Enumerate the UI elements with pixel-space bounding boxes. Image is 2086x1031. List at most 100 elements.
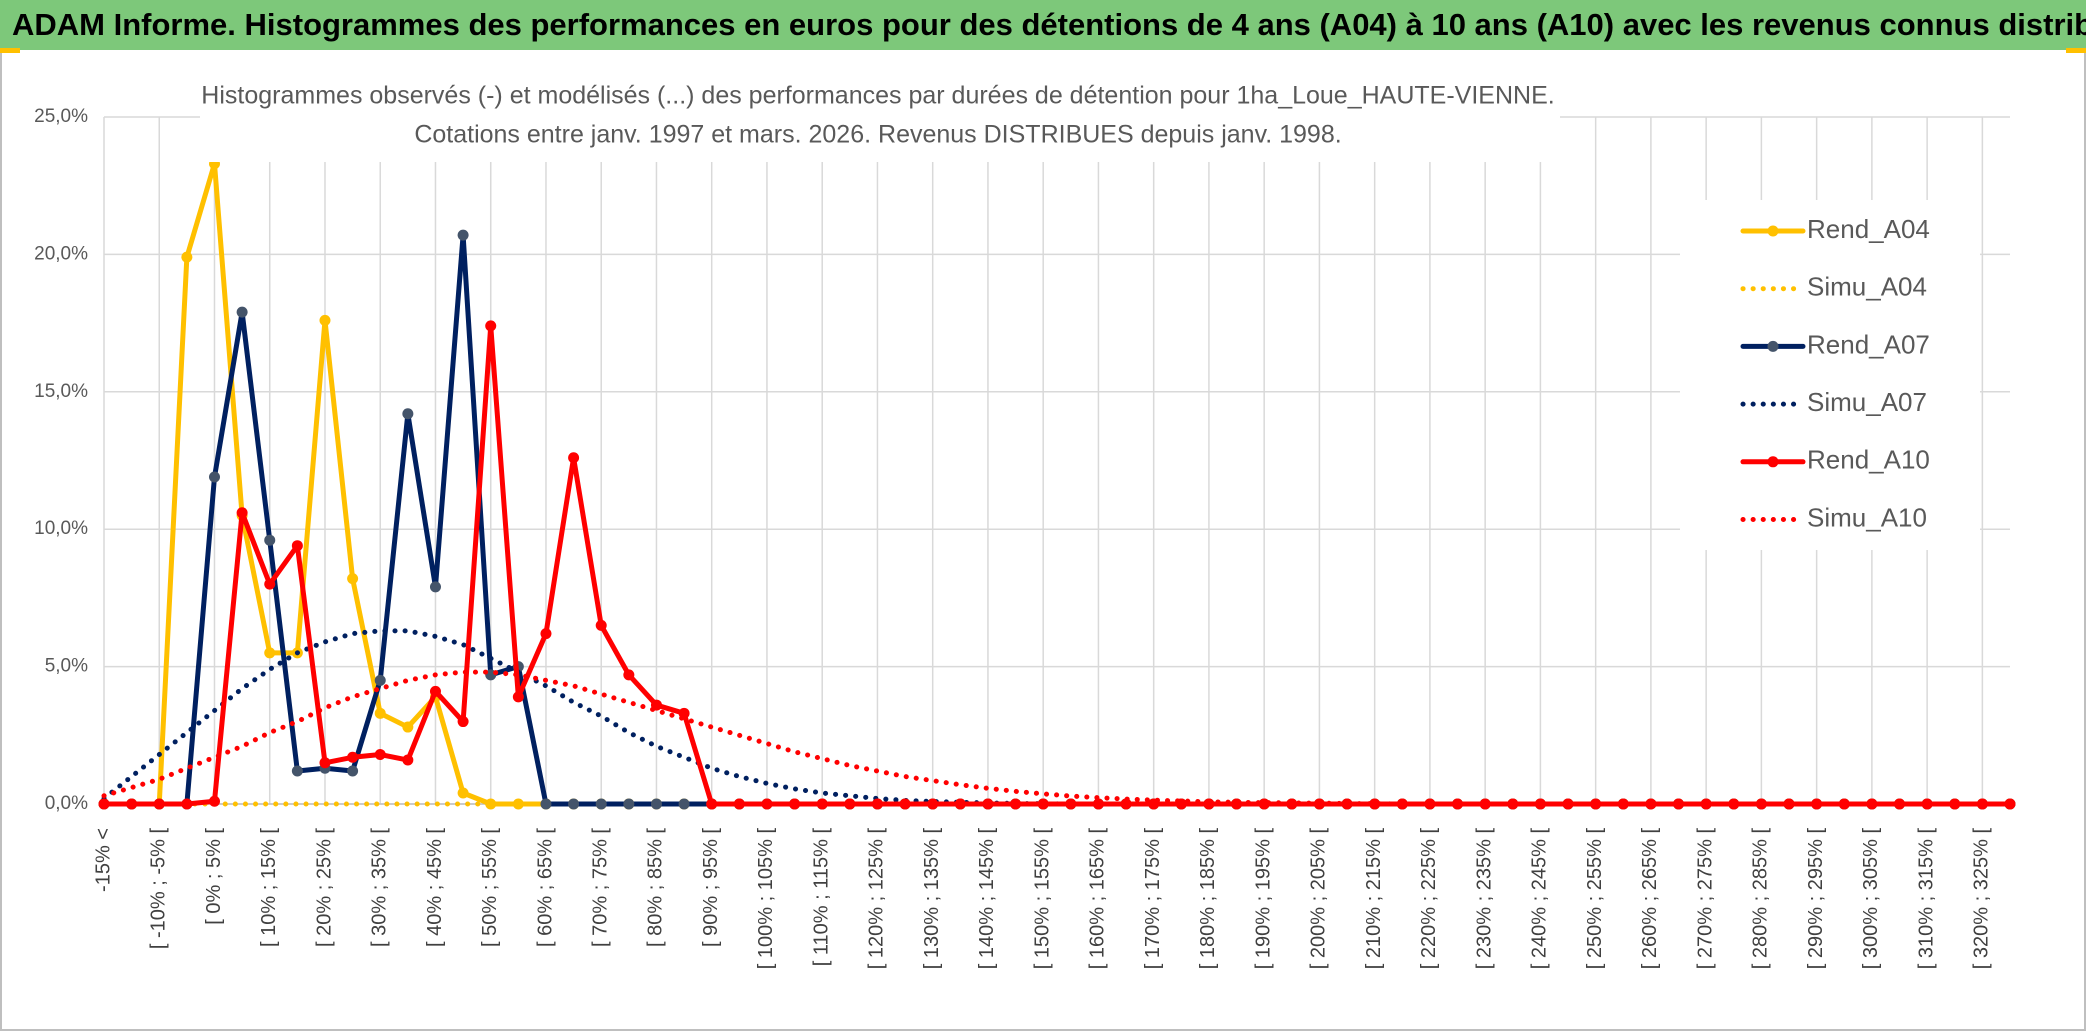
x-tick-label: [ 260% ; 265% [ <box>1639 828 1661 970</box>
marker <box>264 578 276 590</box>
legend-label: Rend_A10 <box>1807 445 1930 475</box>
marker <box>291 540 303 552</box>
marker <box>595 619 607 631</box>
x-tick-label: [ 80% ; 85% [ <box>645 828 667 947</box>
chart-title: ADAM Informe. Histogrammes des performan… <box>12 7 2086 42</box>
marker <box>816 798 828 810</box>
x-tick-label: [ 270% ; 275% [ <box>1694 828 1716 970</box>
marker <box>512 691 524 703</box>
marker <box>1700 798 1712 810</box>
x-tick-label: [ 160% ; 165% [ <box>1087 828 1109 970</box>
marker <box>1120 798 1132 810</box>
x-tick-label: [ 240% ; 245% [ <box>1529 828 1551 970</box>
marker <box>374 707 386 719</box>
marker <box>1894 798 1906 810</box>
legend-label: Simu_A10 <box>1807 502 1927 532</box>
marker <box>126 798 138 810</box>
x-tick-label: [ 30% ; 35% [ <box>369 828 391 947</box>
x-tick-label: [ 100% ; 105% [ <box>755 828 777 970</box>
y-tick-label: 15,0% <box>34 381 88 402</box>
x-tick-label: [ 310% ; 315% [ <box>1915 828 1937 970</box>
x-tick-label: [ 220% ; 225% [ <box>1418 828 1440 970</box>
x-tick-label: [ 180% ; 185% [ <box>1197 828 1219 970</box>
marker <box>347 573 359 585</box>
marker <box>429 685 441 697</box>
x-tick-label: [ 230% ; 235% [ <box>1473 828 1495 970</box>
marker <box>291 765 303 777</box>
legend-label: Simu_A04 <box>1807 272 1927 302</box>
x-tick-label: [ 60% ; 65% [ <box>534 828 556 947</box>
marker <box>319 314 331 326</box>
x-tick-label: [ 320% ; 325% [ <box>1971 828 1993 970</box>
x-tick-label: [ 40% ; 45% [ <box>424 828 446 947</box>
marker <box>540 628 552 640</box>
marker <box>457 229 469 241</box>
marker <box>1065 798 1077 810</box>
marker <box>181 251 193 263</box>
marker <box>1976 798 1988 810</box>
model-line <box>101 669 2013 807</box>
marker <box>595 798 607 810</box>
x-tick-label: [ 130% ; 135% [ <box>921 828 943 970</box>
marker <box>1092 798 1104 810</box>
marker <box>319 757 331 769</box>
plot-area: 0,0% 5,0% 10,0% 15,0% 20,0% 25,0% -15% < [ -10%… <box>34 106 2016 970</box>
marker <box>153 798 165 810</box>
subtitle: Cotations entre janv. 1997 et mars. 2026… <box>414 121 1341 149</box>
legend-label: Simu_A07 <box>1807 387 1927 417</box>
y-tick-label: 10,0% <box>34 518 88 539</box>
marker <box>208 471 220 483</box>
x-tick-label: [ 300% ; 305% [ <box>1860 828 1882 970</box>
marker <box>485 320 497 332</box>
marker <box>789 798 801 810</box>
marker <box>706 798 718 810</box>
marker <box>98 798 110 810</box>
y-tick-label: 25,0% <box>34 106 88 127</box>
marker <box>982 798 994 810</box>
legend-label: Rend_A07 <box>1807 329 1930 359</box>
marker <box>568 452 580 464</box>
marker <box>402 408 414 420</box>
x-tick-label: [ 10% ; 15% [ <box>258 828 280 947</box>
marker <box>429 581 441 593</box>
marker <box>623 669 635 681</box>
x-tick-label: [ 280% ; 285% [ <box>1750 828 1772 970</box>
marker <box>264 534 276 546</box>
legend-marker <box>1767 456 1779 468</box>
marker <box>457 716 469 728</box>
x-tick-label: -15% < <box>92 828 114 892</box>
marker <box>264 647 276 659</box>
x-tick-label: [ 200% ; 205% [ <box>1308 828 1330 970</box>
x-tick-label: [ 110% ; 115% [ <box>810 828 832 967</box>
title-bar <box>0 0 2086 50</box>
x-tick-label: [ 70% ; 75% [ <box>589 828 611 947</box>
marker <box>1369 798 1381 810</box>
x-tick-label: [ 120% ; 125% [ <box>866 828 888 970</box>
subtitle-bg <box>200 80 1560 162</box>
marker <box>1811 798 1823 810</box>
x-tick-label: [ 150% ; 155% [ <box>1031 828 1053 970</box>
x-tick-label: [ 190% ; 195% [ <box>1252 828 1274 970</box>
marker <box>540 798 552 810</box>
marker <box>208 795 220 807</box>
marker <box>374 749 386 761</box>
marker <box>402 721 414 733</box>
marker <box>2004 798 2016 810</box>
x-tick-label: [ 20% ; 25% [ <box>313 828 335 947</box>
marker <box>1452 798 1464 810</box>
marker <box>485 798 497 810</box>
x-tick-label: [ 210% ; 215% [ <box>1363 828 1385 970</box>
x-tick-label: [ 250% ; 255% [ <box>1584 828 1606 970</box>
marker <box>1037 798 1049 810</box>
marker <box>568 798 580 810</box>
legend-bg <box>1680 200 1980 550</box>
legend-marker <box>1767 340 1779 352</box>
y-tick-label: 5,0% <box>45 656 88 677</box>
marker <box>347 751 359 763</box>
marker <box>650 798 662 810</box>
subtitle: Histogrammes observés (-) et modélisés (… <box>201 82 1554 110</box>
legend-label: Rend_A04 <box>1807 214 1930 244</box>
corner <box>0 48 20 53</box>
y-tick-label: 20,0% <box>34 243 88 264</box>
